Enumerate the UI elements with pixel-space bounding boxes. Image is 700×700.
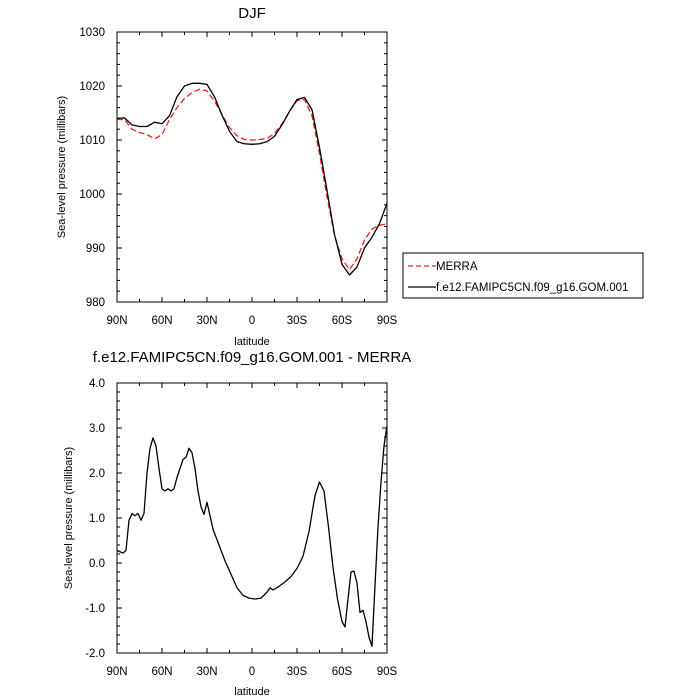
y-tick-label: -2.0 <box>85 648 105 660</box>
series-line-f-e12-famipc5cn-f09-g16-gom-001 <box>116 82 388 276</box>
y-tick-label: -1.0 <box>85 603 105 615</box>
x-tick-label: 60N <box>151 315 172 327</box>
y-tick-label: 1030 <box>79 27 105 39</box>
y-tick-label: 1020 <box>79 81 105 93</box>
x-tick-label: 60N <box>151 666 172 678</box>
x-tick-label: 30N <box>196 315 217 327</box>
x-tick-label: 90S <box>377 315 398 327</box>
y-tick-label: 3.0 <box>89 423 105 435</box>
y-tick-label: 990 <box>86 243 105 255</box>
y-tick-label: 4.0 <box>89 378 105 390</box>
tick-marks <box>116 382 388 654</box>
x-axis-label: latitude <box>234 336 269 348</box>
y-tick-label: 1010 <box>79 135 105 147</box>
x-tick-label: 90N <box>106 666 127 678</box>
x-tick-label: 60S <box>332 315 353 327</box>
series-line-difference <box>116 425 388 647</box>
x-tick-label: 60S <box>332 666 353 678</box>
legend-label-model: f.e12.FAMIPC5CN.f09_g16.GOM.001 <box>436 282 628 294</box>
y-tick-labels: 980 990 1000 1010 1020 1030 <box>79 27 105 309</box>
x-tick-label: 90S <box>377 666 398 678</box>
y-tick-label: 980 <box>86 297 105 309</box>
difference-chart: f.e12.FAMIPC5CN.f09_g16.GOM.001 - MERRA … <box>63 349 411 698</box>
sea-level-pressure-chart: DJF 980 990 1000 1010 1020 1030 90N 60N 30N 0 30S… <box>56 5 398 348</box>
series-line-merra <box>117 88 388 271</box>
tick-marks <box>116 31 388 303</box>
x-axis-label: latitude <box>234 686 269 698</box>
legend: MERRA f.e12.FAMIPC5CN.f09_g16.GOM.001 <box>402 252 644 299</box>
x-tick-labels: 90N 60N 30N 0 30S 60S 90S <box>106 666 397 678</box>
y-axis-label: Sea-level pressure (millibars) <box>56 96 68 238</box>
x-tick-label: 0 <box>249 666 255 678</box>
y-tick-label: 1.0 <box>89 513 105 525</box>
x-tick-label: 30S <box>287 315 308 327</box>
x-tick-label: 90N <box>106 315 127 327</box>
y-tick-label: 1000 <box>79 189 105 201</box>
legend-label-merra: MERRA <box>436 261 478 273</box>
y-tick-labels: -2.0 -1.0 0.0 1.0 2.0 3.0 4.0 <box>85 378 105 660</box>
x-tick-label: 30S <box>287 666 308 678</box>
y-tick-label: 2.0 <box>89 468 105 480</box>
chart-title: DJF <box>238 5 266 22</box>
chart-title: f.e12.FAMIPC5CN.f09_g16.GOM.001 - MERRA <box>93 349 411 366</box>
y-axis-label: Sea-level pressure (millibars) <box>63 447 75 589</box>
x-tick-label: 0 <box>249 315 255 327</box>
series-lines <box>116 425 388 647</box>
x-tick-labels: 90N 60N 30N 0 30S 60S 90S <box>106 315 397 327</box>
legend-box <box>402 252 644 299</box>
plot-frame <box>116 31 388 303</box>
series-lines <box>116 82 388 276</box>
x-tick-label: 30N <box>196 666 217 678</box>
y-tick-label: 0.0 <box>89 558 105 570</box>
